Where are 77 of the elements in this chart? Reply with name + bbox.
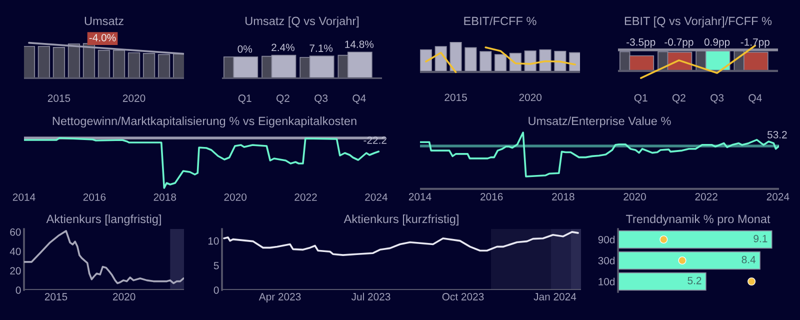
bar — [68, 43, 80, 79]
chart-title: Umsatz — [84, 16, 124, 26]
bar — [98, 50, 110, 79]
annotation: 53.2 — [767, 131, 787, 138]
x-tick-label: 2020 — [113, 293, 136, 300]
annotation: -0.7pp — [664, 38, 694, 48]
y-tick-label: 60 — [10, 228, 21, 236]
x-tick-label: Q1 — [238, 94, 252, 104]
line-series — [24, 230, 184, 284]
chart-title: Nettogewinn/Marktkapitalisierung % vs Eigenkapitalkosten — [52, 116, 356, 128]
y-tick-label: 5 — [214, 262, 219, 270]
x-tick-label: 2018 — [154, 193, 176, 201]
bar — [450, 42, 462, 72]
x-tick-label: 2015 — [44, 293, 68, 300]
x-tick-label: Q3 — [314, 94, 328, 104]
x-tick-label: 2022 — [294, 193, 317, 201]
y-tick-label: 10 — [208, 237, 219, 245]
annotation: 0% — [238, 45, 252, 53]
y-tick-label: 10d — [598, 278, 615, 286]
annotation: -4.0% — [89, 34, 116, 42]
chart-title: Aktienkurs [langfristig] — [46, 214, 161, 226]
chart-title: Umsatz [Q vs Vorjahr] — [246, 16, 359, 28]
x-tick-label: Q2 — [672, 94, 686, 104]
annotation: 7.1% — [310, 44, 333, 52]
annotation: -1.7pp — [740, 38, 770, 48]
x-tick-label: 2018 — [552, 193, 574, 200]
bar — [112, 50, 126, 79]
x-tick-label: 2020 — [122, 94, 146, 102]
data-label: 9.1 — [754, 234, 768, 242]
annotation: 2.4% — [272, 44, 294, 52]
x-tick-label: 2015 — [444, 94, 467, 102]
x-tick-label: Q1 — [634, 94, 648, 104]
line-series — [223, 231, 579, 256]
bar — [539, 49, 552, 72]
x-tick-label: Q3 — [710, 94, 724, 104]
x-tick-label: Apr 2023 — [258, 293, 301, 302]
x-tick-label: Oct 2023 — [442, 293, 484, 300]
x-tick-label: Q2 — [276, 94, 290, 104]
x-tick-label: Jan 2024 — [534, 293, 576, 300]
chart-title: Umsatz/Enterprise Value % — [528, 116, 671, 128]
y-tick-label: 40 — [10, 248, 21, 256]
bar — [480, 51, 492, 72]
x-tick-label: 2020 — [519, 94, 542, 102]
x-tick-label: 2022 — [695, 193, 718, 200]
y-tick-label: 0 — [214, 286, 219, 294]
y-tick-label: 90d — [598, 236, 615, 244]
chart-title: EBIT [Q vs Vorjahr]/FCFF % — [624, 16, 772, 28]
annotation: 0.9pp — [704, 38, 730, 48]
x-tick-label: Jul 2023 — [351, 292, 390, 300]
annotation: 14.8% — [345, 40, 374, 48]
y-tick-label: 20 — [10, 267, 21, 275]
x-tick-label: 2016 — [83, 193, 106, 201]
bar — [142, 53, 156, 79]
x-tick-label: 2014 — [408, 193, 432, 200]
data-label: 8.4 — [742, 256, 756, 264]
bar — [464, 47, 477, 72]
data-label: 5.2 — [688, 276, 702, 284]
x-tick-label: Q4 — [748, 94, 762, 104]
chart-title: Trenddynamik % pro Monat — [626, 214, 770, 226]
x-tick-label: 2016 — [480, 193, 503, 200]
bar — [128, 52, 140, 79]
x-tick-label: Q4 — [352, 94, 366, 104]
x-tick-label: 2020 — [224, 193, 246, 201]
bar — [494, 54, 507, 72]
chart-title: Aktienkurs [kurzfristig] — [344, 214, 458, 226]
bar — [38, 46, 50, 79]
x-tick-label: 2014 — [12, 193, 36, 201]
x-tick-label: 2024 — [365, 193, 388, 201]
annotation: -3.5pp — [626, 38, 656, 48]
bar — [158, 54, 170, 79]
x-tick-label: 2015 — [48, 94, 70, 102]
bar — [52, 47, 66, 79]
chart-title: EBIT/FCFF % — [464, 16, 536, 26]
x-tick-label: 2020 — [624, 193, 646, 200]
y-tick-label: 0 — [16, 286, 21, 294]
x-tick-label: 2024 — [766, 193, 790, 200]
y-tick-label: 30d — [598, 256, 615, 264]
